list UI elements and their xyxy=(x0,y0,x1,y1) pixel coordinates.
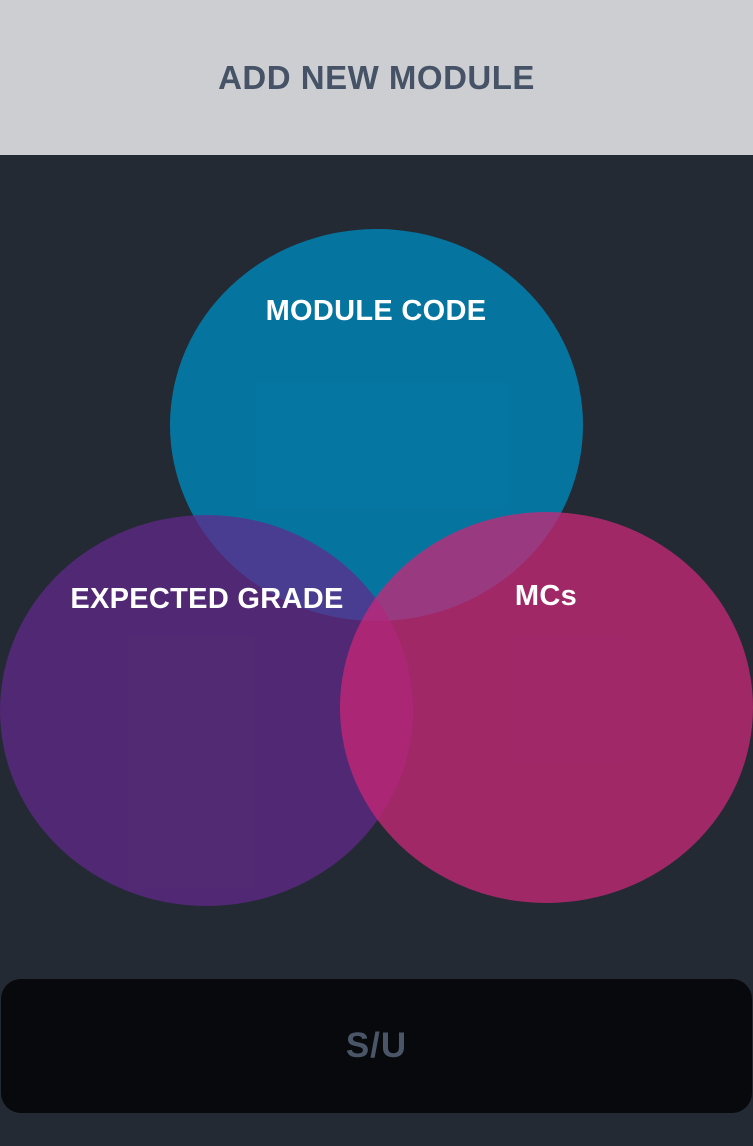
su-label: S/U xyxy=(345,1026,408,1065)
mcs-circle[interactable] xyxy=(340,512,753,903)
su-toggle-button[interactable]: S/U xyxy=(1,979,752,1113)
module-venn-diagram: MODULE CODE EXPECTED GRADE MCs xyxy=(0,155,753,975)
header-bar: ADD NEW MODULE xyxy=(0,0,753,155)
page-title: ADD NEW MODULE xyxy=(218,58,535,96)
